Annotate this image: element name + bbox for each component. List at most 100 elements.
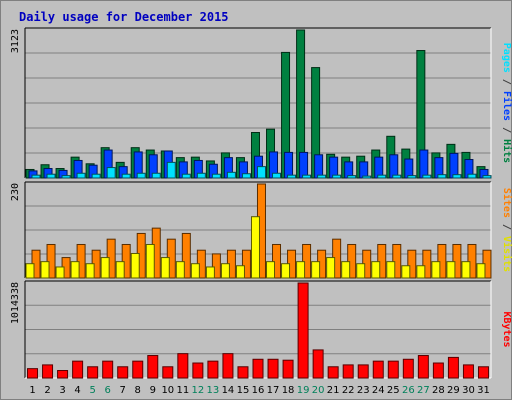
bar-kbytes-day-22	[342, 364, 354, 379]
bar-files-day-27	[419, 149, 429, 179]
bar-visits-day-15	[241, 249, 251, 279]
bar-sites-day-4	[70, 261, 80, 279]
bar-files-day-19	[299, 151, 309, 179]
bar-kbytes-day-31	[477, 366, 489, 379]
bar-sites-day-20	[311, 261, 321, 279]
legend-sites: Sites	[501, 188, 512, 218]
bar-pages-day-13	[211, 173, 221, 179]
bar-kbytes-day-7	[117, 366, 129, 379]
bar-pages-day-18	[287, 174, 297, 179]
x-tick-day-11: 11	[176, 385, 189, 396]
bar-kbytes-day-29	[447, 356, 459, 379]
bar-pages-day-4	[76, 172, 86, 179]
bar-sites-day-13	[205, 266, 215, 279]
bar-pages-day-10	[166, 161, 176, 179]
bar-kbytes-day-17	[267, 358, 279, 379]
bar-pages-day-29	[452, 174, 462, 179]
x-tick-day-16: 16	[252, 385, 265, 396]
bar-sites-day-1	[25, 263, 35, 279]
bar-pages-day-5	[91, 173, 101, 179]
bar-visits-day-27	[422, 249, 432, 279]
bar-kbytes-day-2	[42, 364, 54, 379]
bar-pages-day-6	[106, 167, 116, 179]
bar-pages-day-28	[437, 174, 447, 179]
x-tick-day-4: 4	[74, 385, 80, 396]
bar-sites-day-17	[266, 261, 276, 279]
panel-pages-files-hits: 3123 Pages / Files / Hits	[10, 27, 512, 179]
x-tick-day-13: 13	[207, 385, 220, 396]
legend-hits: Hits	[501, 139, 512, 163]
bar-sites-day-16	[250, 216, 260, 279]
bar-sites-day-27	[416, 265, 426, 279]
x-tick-day-29: 29	[447, 385, 460, 396]
bar-pages-day-22	[347, 175, 357, 179]
bar-kbytes-day-4	[72, 360, 84, 379]
bar-sites-day-7	[115, 261, 125, 279]
x-tick-day-30: 30	[462, 385, 475, 396]
bar-sites-day-12	[190, 263, 200, 279]
panel-kbytes: 1014338 KBytes	[10, 280, 512, 379]
bar-pages-day-24	[377, 174, 387, 179]
bar-files-day-25	[389, 154, 399, 179]
x-tick-day-18: 18	[282, 385, 295, 396]
bar-pages-day-12	[196, 172, 206, 179]
bar-kbytes-day-23	[357, 364, 369, 379]
x-axis-days: 1 2 3 4 5 6 7 8 9 10 11 12 13 14 15 16 17 18 19 20 21 22 23 24 2…	[29, 385, 490, 396]
bar-visits-day-26	[407, 249, 417, 279]
bar-sites-day-15	[235, 265, 245, 279]
legend-separator: /	[501, 121, 512, 139]
bar-kbytes-day-21	[327, 366, 339, 379]
bar-pages-day-20	[317, 174, 327, 179]
y-max-label: 3123	[10, 29, 21, 53]
bar-kbytes-day-25	[387, 360, 399, 379]
bar-kbytes-day-26	[402, 358, 414, 379]
bar-sites-day-8	[130, 252, 140, 279]
x-tick-day-21: 21	[327, 385, 340, 396]
bar-pages-day-19	[302, 174, 312, 179]
bar-files-day-23	[359, 161, 369, 179]
bar-sites-day-11	[175, 261, 185, 279]
x-tick-day-20: 20	[312, 385, 325, 396]
x-tick-day-17: 17	[267, 385, 280, 396]
bar-pages-day-16	[256, 166, 266, 179]
x-tick-day-19: 19	[297, 385, 310, 396]
x-tick-day-9: 9	[150, 385, 156, 396]
bar-sites-day-24	[371, 261, 381, 279]
x-tick-day-2: 2	[44, 385, 50, 396]
bar-kbytes-day-1	[27, 368, 39, 379]
x-tick-day-27: 27	[417, 385, 430, 396]
x-tick-day-1: 1	[29, 385, 35, 396]
bar-sites-day-6	[100, 257, 110, 279]
legend-visits: Visits	[501, 236, 512, 272]
x-tick-day-28: 28	[432, 385, 445, 396]
bar-sites-day-5	[85, 263, 95, 279]
x-tick-day-5: 5	[89, 385, 95, 396]
bar-kbytes-day-24	[372, 360, 384, 379]
x-tick-day-12: 12	[192, 385, 205, 396]
bar-sites-day-31	[476, 263, 486, 279]
bar-pages-day-27	[422, 174, 432, 179]
bar-kbytes-day-30	[462, 364, 474, 379]
series-pages	[31, 161, 492, 179]
series-sites	[25, 216, 486, 279]
bar-pages-day-2	[46, 173, 56, 179]
bar-sites-day-30	[461, 261, 471, 279]
bar-pages-day-15	[241, 173, 251, 179]
legend-visits-sites: Sites / Visits	[501, 188, 512, 272]
bar-visits-day-11	[181, 232, 191, 279]
bar-pages-day-7	[121, 173, 131, 179]
bar-sites-day-14	[220, 263, 230, 279]
bar-sites-day-22	[341, 261, 351, 279]
x-tick-day-15: 15	[237, 385, 250, 396]
bar-pages-day-23	[362, 175, 372, 179]
x-tick-day-6: 6	[104, 385, 110, 396]
bar-sites-day-18	[281, 263, 291, 279]
bar-sites-day-3	[55, 266, 65, 279]
bar-files-day-18	[284, 151, 294, 179]
bar-pages-day-26	[407, 175, 417, 179]
bar-kbytes-day-16	[252, 358, 264, 379]
bar-sites-day-23	[356, 263, 366, 279]
series-kbytes	[27, 282, 489, 379]
bar-kbytes-day-14	[222, 353, 234, 379]
